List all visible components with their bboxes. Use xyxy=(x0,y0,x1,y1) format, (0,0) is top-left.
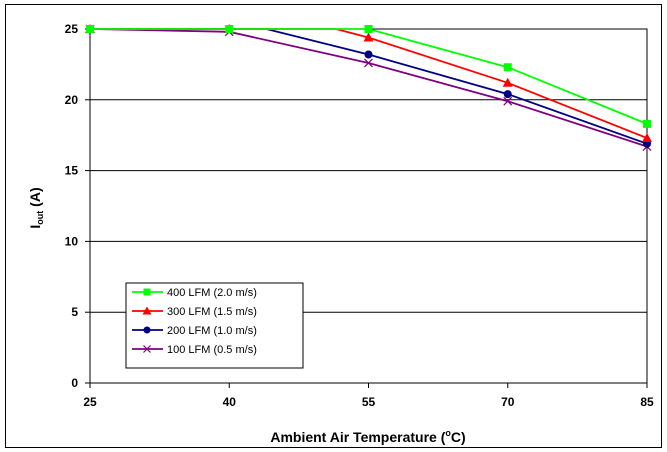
series-0-point-1 xyxy=(225,25,234,33)
y-axis-ticks: 0 5 10 15 20 25 xyxy=(65,22,90,390)
series-0-point-4 xyxy=(643,119,651,128)
legend-item-0: 400 LFM (2.0 m/s) xyxy=(132,287,257,299)
y-axis-title: Iout (A) xyxy=(27,187,45,228)
series-group xyxy=(85,24,652,151)
legend-swatch-marker-3 xyxy=(143,345,151,353)
x-tick-label-70: 70 xyxy=(501,395,515,409)
legend-label-3: 100 LFM (0.5 m/s) xyxy=(167,344,257,356)
legend-items: 400 LFM (2.0 m/s) 300 LFM (1.5 m/s) 200 LF… xyxy=(132,287,257,356)
series-1-point-4 xyxy=(502,77,513,87)
legend-item-2: 200 LFM (1.0 m/s) xyxy=(132,325,257,337)
legend-item-3: 100 LFM (0.5 m/s) xyxy=(132,344,257,356)
legend-swatch-marker-0 xyxy=(143,288,151,296)
x-axis-title-main: Ambient Air Temperature ( xyxy=(270,429,445,445)
x-axis-title-sup: o xyxy=(445,428,451,438)
y-tick-label-15: 15 xyxy=(65,164,79,178)
y-axis-title-main: I xyxy=(27,225,43,229)
y-axis-title-sub: out xyxy=(35,211,45,225)
y-tick-label-0: 0 xyxy=(71,376,78,390)
legend-box xyxy=(125,282,304,369)
series-0-point-3 xyxy=(503,63,512,72)
y-tick-label-25: 25 xyxy=(65,22,79,36)
x-axis-ticks: 25 40 55 70 85 xyxy=(83,383,654,409)
legend-swatch-marker-3-stroke-b xyxy=(143,345,151,353)
x-axis-title: Ambient Air Temperature (oC) xyxy=(270,428,465,445)
series-2-point-3 xyxy=(364,50,373,59)
series-3-point-2 xyxy=(364,58,373,68)
x-tick-label-25: 25 xyxy=(83,395,97,409)
series-0 xyxy=(86,25,651,128)
x-tick-label-40: 40 xyxy=(223,395,237,409)
series-3-point-3-stroke-b xyxy=(503,96,513,106)
y-axis-title-unit: (A) xyxy=(27,187,43,210)
legend-label-2: 200 LFM (1.0 m/s) xyxy=(167,325,257,337)
x-tick-label-55: 55 xyxy=(362,395,376,409)
y-tick-label-5: 5 xyxy=(71,305,78,319)
legend-item-1: 300 LFM (1.5 m/s) xyxy=(132,306,257,318)
series-0-point-0 xyxy=(86,25,94,33)
series-0-point-2 xyxy=(364,25,373,33)
legend-swatch-marker-2 xyxy=(143,326,151,334)
series-3-point-2-stroke-b xyxy=(364,58,373,68)
series-2-point-4 xyxy=(503,90,512,99)
series-1-point-3 xyxy=(363,32,374,42)
y-tick-label-20: 20 xyxy=(65,93,79,107)
legend-label-0: 400 LFM (2.0 m/s) xyxy=(167,287,257,299)
legend: 400 LFM (2.0 m/s) 300 LFM (1.5 m/s) 200 LF… xyxy=(125,282,304,369)
series-1-point-5 xyxy=(642,133,652,143)
x-axis-title-unit: C) xyxy=(451,429,466,445)
x-tick-label-85: 85 xyxy=(640,395,654,409)
legend-label-1: 300 LFM (1.5 m/s) xyxy=(167,306,257,318)
y-tick-label-10: 10 xyxy=(65,234,79,248)
legend-swatch-marker-1 xyxy=(142,306,152,315)
series-3-point-3 xyxy=(503,96,513,106)
